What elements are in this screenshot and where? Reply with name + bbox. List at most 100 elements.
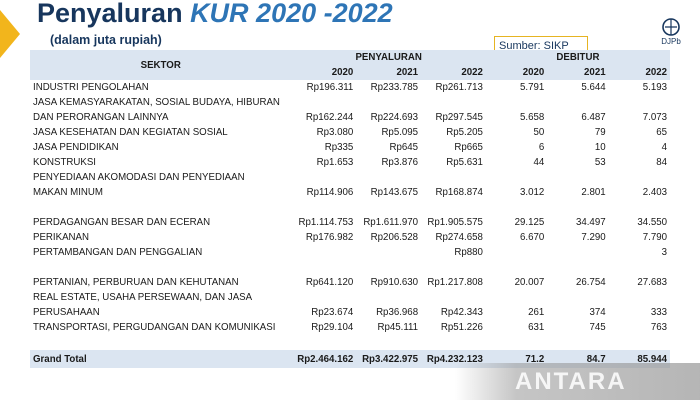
- debitur-cell: 26.754: [575, 277, 606, 288]
- grand-total-label: Grand Total: [30, 350, 292, 368]
- debitur-cell: 2.403: [642, 187, 667, 198]
- debitur-cell: 10: [594, 142, 606, 153]
- debitur-cell: [609, 290, 670, 305]
- debitur-cell: [609, 95, 670, 110]
- debitur-cell: 4: [661, 142, 667, 153]
- debitur-cell: [486, 245, 547, 260]
- penyaluran-header: PENYALURAN: [355, 52, 422, 63]
- penyaluran-cell: Rp23.674: [311, 307, 354, 318]
- title-main: Penyaluran: [37, 0, 191, 28]
- penyaluran-cell: Rp641.120: [305, 277, 354, 288]
- sector-header: SEKTOR: [140, 59, 181, 71]
- debitur-cell: 29.125: [514, 217, 545, 228]
- penyaluran-cell: Rp665: [454, 142, 483, 153]
- grand-total-value: Rp2.464.162: [291, 350, 357, 368]
- table-row: PENYEDIAAN AKOMODASI DAN PENYEDIAAN: [30, 170, 670, 185]
- penyaluran-cell: Rp5.095: [381, 127, 419, 138]
- penyaluran-cell: Rp274.658: [435, 232, 483, 243]
- debitur-cell: 6.670: [520, 232, 545, 243]
- penyaluran-cell: Rp5.631: [446, 157, 483, 168]
- sector-name: MAKAN MINUM: [33, 187, 103, 198]
- page-subtitle: (dalam juta rupiah): [50, 33, 162, 47]
- sector-name: KONSTRUKSI: [33, 157, 96, 168]
- penyaluran-cell: Rp206.528: [370, 232, 419, 243]
- penyaluran-cell: Rp1.114.753: [298, 217, 354, 228]
- debitur-cell: [486, 170, 547, 185]
- year-header-5: 2022: [645, 67, 667, 78]
- penyaluran-cell: Rp3.876: [381, 157, 419, 168]
- debitur-cell: 79: [594, 127, 606, 138]
- chevron-arrow-icon: [0, 10, 20, 58]
- penyaluran-cell: Rp36.968: [376, 307, 419, 318]
- spacer-cell: [30, 335, 670, 350]
- table-row: REAL ESTATE, USAHA PERSEWAAN, DAN JASA: [30, 290, 670, 305]
- sector-name: TRANSPORTASI, PERGUDANGAN DAN KOMUNIKASI: [33, 322, 276, 333]
- penyaluran-cell: [356, 170, 421, 185]
- debitur-cell: 7.790: [642, 232, 667, 243]
- penyaluran-cell: [421, 170, 486, 185]
- penyaluran-cell: [291, 170, 356, 185]
- debitur-cell: [547, 170, 608, 185]
- debitur-cell: 65: [656, 127, 667, 138]
- year-header-1: 2021: [396, 67, 419, 78]
- debitur-cell: [547, 95, 608, 110]
- penyaluran-cell: Rp168.874: [435, 187, 483, 198]
- penyaluran-cell: Rp114.906: [306, 187, 354, 198]
- table-row: PERDAGANGAN BESAR DAN ECERAN Rp1.114.753 R…: [30, 215, 670, 230]
- debitur-cell: [609, 170, 670, 185]
- watermark-text: ANTARA: [515, 368, 627, 395]
- debitur-cell: 631: [528, 322, 545, 333]
- debitur-cell: 84: [656, 157, 667, 168]
- row-spacer: [30, 335, 670, 350]
- source-label: Sumber: SIKP: [494, 36, 588, 54]
- debitur-cell: 7.290: [581, 232, 606, 243]
- debitur-cell: 53: [594, 157, 606, 168]
- sector-name: PERIKANAN: [33, 232, 89, 243]
- penyaluran-cell: Rp196.311: [306, 82, 354, 93]
- debitur-cell: 5.644: [581, 82, 606, 93]
- debitur-cell: 6: [538, 142, 545, 153]
- year-header-2: 2022: [461, 67, 483, 78]
- penyaluran-cell: Rp51.226: [440, 322, 483, 333]
- table-row: JASA KESEHATAN DAN KEGIATAN SOSIAL Rp3.08…: [30, 125, 670, 140]
- debitur-cell: 5.193: [642, 82, 667, 93]
- debitur-cell: 50: [533, 127, 545, 138]
- sector-name: PERTANIAN, PERBURUAN DAN KEHUTANAN: [33, 277, 239, 288]
- debitur-header: DEBITUR: [556, 52, 600, 63]
- table-row: MAKAN MINUM Rp114.906 Rp143.675 Rp168.874 3.…: [30, 185, 670, 200]
- table-row: KONSTRUKSI Rp1.653 Rp3.876 Rp5.631 44 53 84: [30, 155, 670, 170]
- row-spacer: [30, 260, 670, 275]
- table-row: PERTANIAN, PERBURUAN DAN KEHUTANAN Rp641.…: [30, 275, 670, 290]
- sector-name: JASA PENDIDIKAN: [33, 142, 119, 153]
- penyaluran-cell: Rp1.217.808: [427, 277, 483, 288]
- penyaluran-cell: Rp29.104: [311, 322, 354, 333]
- debitur-cell: 261: [528, 307, 545, 318]
- penyaluran-cell: Rp335: [324, 142, 354, 153]
- penyaluran-cell: Rp1.611.970: [363, 217, 419, 228]
- penyaluran-cell: Rp143.675: [370, 187, 419, 198]
- debitur-cell: 3.012: [520, 187, 545, 198]
- sector-name: REAL ESTATE, USAHA PERSEWAAN, DAN JASA: [33, 292, 253, 303]
- table-row: INDUSTRI PENGOLAHAN Rp196.311 Rp233.785 Rp2…: [30, 80, 670, 95]
- year-header-0: 2020: [331, 67, 354, 78]
- penyaluran-cell: [356, 245, 421, 260]
- djpb-logo-icon: [662, 18, 680, 36]
- grand-total-value: Rp3.422.975: [356, 350, 422, 368]
- debitur-cell: 6.487: [581, 112, 606, 123]
- sector-name: PENYEDIAAN AKOMODASI DAN PENYEDIAAN: [33, 172, 245, 183]
- sector-name: PERTAMBANGAN DAN PENGGALIAN: [33, 247, 203, 258]
- debitur-cell: 44: [533, 157, 545, 168]
- debitur-cell: 374: [589, 307, 606, 318]
- debitur-cell: 20.007: [514, 277, 545, 288]
- penyaluran-cell: Rp261.713: [435, 82, 483, 93]
- penyaluran-cell: [291, 245, 356, 260]
- spacer-cell: [30, 260, 670, 275]
- kur-table: SEKTOR PENYALURAN DEBITUR 2020 2021 2022 20…: [30, 50, 670, 368]
- page-title: Penyaluran KUR 2020 -2022: [37, 0, 393, 29]
- table-row: TRANSPORTASI, PERGUDANGAN DAN KOMUNIKASI…: [30, 320, 670, 335]
- penyaluran-cell: Rp645: [389, 142, 419, 153]
- debitur-cell: [486, 290, 547, 305]
- table-row: PERIKANAN Rp176.982 Rp206.528 Rp274.658 6.67…: [30, 230, 670, 245]
- debitur-cell: 5.658: [520, 112, 545, 123]
- penyaluran-cell: Rp297.545: [435, 112, 483, 123]
